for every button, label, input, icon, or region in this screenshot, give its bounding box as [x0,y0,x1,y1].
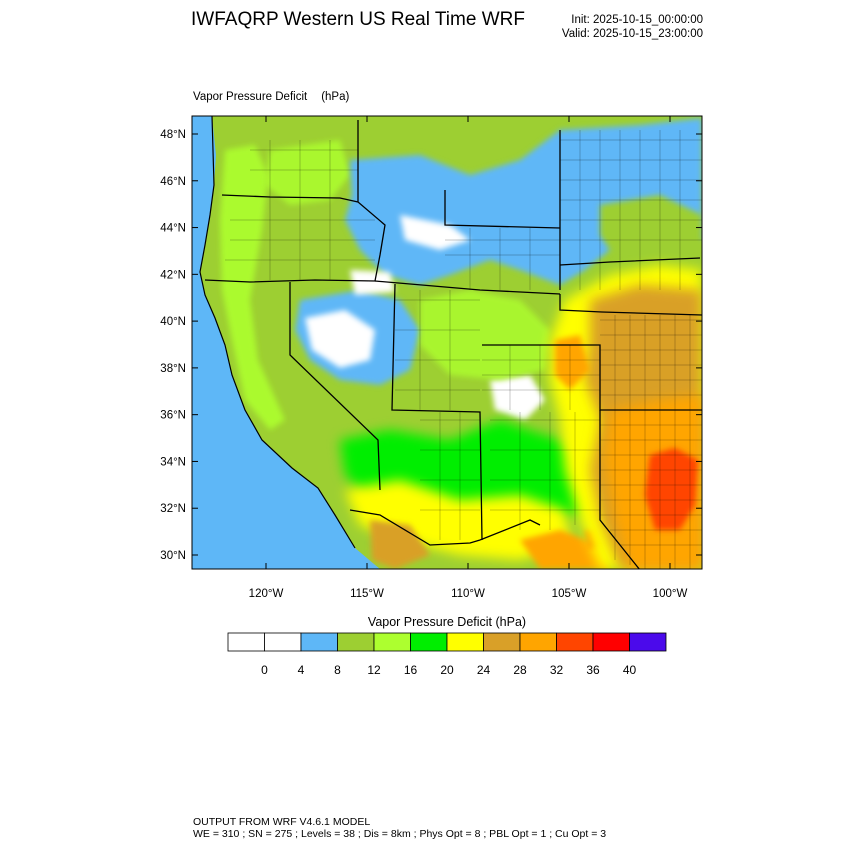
colorbar-swatch [300,632,338,652]
colorbar-tick-label: 24 [477,663,491,677]
latitude-axis: 48°N 46°N 44°N 42°N 40°N 38°N 36°N 34°N 32°N 30°N [160,129,702,562]
footer-line-2: WE = 310 ; SN = 275 ; Levels = 38 ; Dis … [193,828,607,840]
colorbar-swatch [592,632,630,652]
field-units: (hPa) [321,91,350,103]
colorbar-tick-labels: 0 4 8 12 16 20 24 28 32 36 40 [261,663,636,677]
colorbar-swatch [410,632,448,652]
colorbar-swatch [373,632,411,652]
plot-title: IWFAQRP Western US Real Time WRF [191,9,525,30]
lat-label: 38°N [160,363,186,375]
lon-label: 115°W [350,588,384,600]
model-footer: OUTPUT FROM WRF V4.6.1 MODEL WE = 310 ; … [193,816,606,840]
lat-label: 32°N [160,503,186,515]
lon-label: 105°W [552,588,587,600]
colorbar-swatch [446,632,484,652]
colorbar-tick-label: 36 [586,663,600,677]
colorbar-swatch [519,632,557,652]
lon-label: 120°W [249,588,284,600]
colorbar-tick-label: 28 [513,663,527,677]
colorbar [227,632,667,652]
colorbar-swatch [227,632,265,652]
colorbar-tick-label: 40 [623,663,637,677]
lat-label: 44°N [160,223,186,235]
colorbar-tick-label: 12 [367,663,381,677]
footer-line-1: OUTPUT FROM WRF V4.6.1 MODEL [193,816,371,828]
colorbar-swatch [483,632,521,652]
vpd-field [192,116,702,569]
colorbar-swatch [629,632,667,652]
colorbar-tick-label: 32 [550,663,564,677]
field-label: Vapor Pressure Deficit [193,91,308,103]
lat-label: 42°N [160,269,186,281]
init-time: Init: 2025-10-15_00:00:00 [571,14,703,26]
map-frame [191,115,703,570]
lat-label: 40°N [160,316,186,328]
colorbar-title: Vapor Pressure Deficit (hPa) [367,615,527,629]
colorbar-swatch [337,632,375,652]
colorbar-tick-label: 20 [440,663,454,677]
colorbar-tick-label: 8 [334,663,341,677]
valid-time: Valid: 2025-10-15_23:00:00 [561,28,703,40]
colorbar-swatch [264,632,302,652]
county-boundaries [225,130,702,569]
coastline [199,116,356,549]
longitude-axis: 120°W 115°W 110°W 105°W 100°W [249,116,688,600]
colorbar-swatch [556,632,594,652]
lat-label: 46°N [160,176,186,188]
colorbar-tick-label: 0 [261,663,268,677]
lon-label: 100°W [653,588,688,600]
lat-label: 36°N [160,410,186,422]
colorbar-tick-label: 4 [298,663,305,677]
lat-label: 34°N [160,456,186,468]
lat-label: 30°N [160,550,186,562]
lon-label: 110°W [451,588,485,600]
run-times: Init: 2025-10-15_00:00:00 Valid: 2025-10… [520,13,703,41]
state-boundaries [204,120,702,569]
colorbar-tick-label: 16 [404,663,418,677]
lat-label: 48°N [160,129,186,141]
field-subtitle: Vapor Pressure Deficit (hPa) [193,91,349,103]
